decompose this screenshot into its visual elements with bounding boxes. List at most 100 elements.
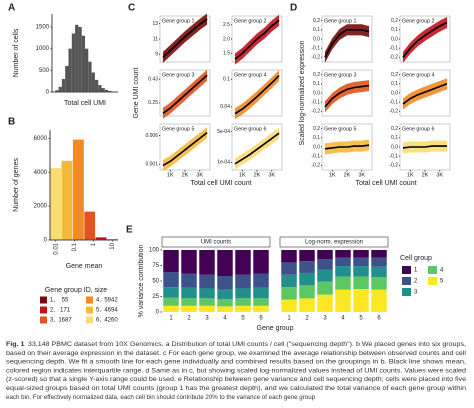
caption-text: equal-sized groups based on total UMI co… xyxy=(6,385,467,392)
bar-segment xyxy=(217,250,233,277)
x-tick-label: 3 xyxy=(323,316,327,322)
strip-title: UMI counts xyxy=(201,240,231,246)
bar-segment xyxy=(217,276,233,290)
y-tick-label: 0.006 xyxy=(145,133,158,139)
bar xyxy=(58,86,62,92)
bar-segment xyxy=(317,250,333,260)
panel-title: Gene group 5 xyxy=(162,126,194,132)
caption-line: Fig. 1 33,148 PBMC dataset from 10X Genom… xyxy=(6,341,466,348)
y-tick-label: -0,1 xyxy=(311,154,320,160)
bar-segment xyxy=(317,269,333,282)
bar xyxy=(61,160,73,241)
x-axis-label: Total cell UMI count xyxy=(355,180,416,187)
bar-segment xyxy=(235,250,251,275)
bar-segment xyxy=(253,287,269,299)
bar xyxy=(98,85,102,92)
caption-text: 33,148 PBMC dataset from 10X Genomics. a… xyxy=(28,341,466,348)
panel-title: Gene group 5 xyxy=(324,126,356,132)
legend-label: 3 xyxy=(414,290,418,296)
y-axis-label: Scaled log-normalized expression xyxy=(299,40,306,145)
bar-segment xyxy=(217,289,233,299)
y-tick-label: -0,2 xyxy=(389,109,398,115)
x-tick-label: 6 xyxy=(377,316,381,322)
bar xyxy=(108,90,112,92)
x-tick-label: 5 xyxy=(241,316,245,322)
y-tick-label: 100 xyxy=(149,248,160,254)
bar-segment xyxy=(199,288,215,299)
y-tick-label: -0,1 xyxy=(311,100,320,106)
y-tick-label: 0,1 xyxy=(313,135,320,141)
y-tick-label: 0 xyxy=(46,90,50,96)
x-tick-label: 5 xyxy=(359,316,363,322)
bar-segment xyxy=(335,250,351,258)
x-tick-label: 1 xyxy=(91,242,97,246)
y-axis-label: Gene UMI count xyxy=(133,67,140,118)
mean-line xyxy=(324,28,370,58)
panel-title: Gene group 4 xyxy=(402,72,434,78)
legend-swatch xyxy=(40,306,47,314)
bar xyxy=(65,66,69,92)
y-tick-label: -0,2 xyxy=(311,163,320,169)
y-tick-label: 0,2 xyxy=(313,18,320,24)
bar xyxy=(49,167,62,241)
x-tick-label: 3K xyxy=(358,172,365,178)
y-tick-label: 0,2 xyxy=(391,18,398,24)
bar xyxy=(71,33,76,92)
bar xyxy=(68,48,72,92)
bar-segment xyxy=(235,298,251,306)
y-tick-label: 2.5 xyxy=(223,22,230,28)
x-tick-label: 1K xyxy=(407,172,414,178)
caption-text: each bin. For effectively normalized dat… xyxy=(6,393,316,400)
y-tick-label: 0,1 xyxy=(391,81,398,87)
bar-segment xyxy=(181,273,197,288)
x-axis-label: Gene group xyxy=(257,325,294,332)
panel-label: A xyxy=(8,3,15,14)
bar-segment xyxy=(335,266,351,277)
iqr-band xyxy=(324,80,370,113)
y-tick-label: 13 xyxy=(152,21,158,27)
y-tick-label: 4000 xyxy=(34,170,48,176)
bar-segment xyxy=(371,257,387,267)
bar-segment xyxy=(317,281,333,295)
bar-segment xyxy=(163,297,179,306)
bar-segment xyxy=(371,289,387,312)
bar xyxy=(88,61,92,92)
x-tick-label: 4 xyxy=(223,316,227,322)
bar-segment xyxy=(353,257,369,267)
x-tick-label: 1K xyxy=(239,172,246,178)
bar-segment xyxy=(253,250,269,274)
bar-segment xyxy=(335,257,351,267)
legend-label: 1, 55 xyxy=(50,298,69,304)
panel-title: Gene group 6 xyxy=(234,126,266,132)
caption-line: sequencing depth. We fit a smooth line f… xyxy=(6,358,466,365)
y-tick-label: 0 xyxy=(44,238,48,244)
y-tick-label: 2000 xyxy=(34,204,48,210)
caption-line: (z-scored) so that a single Y-axis range… xyxy=(6,376,467,383)
iqr-band xyxy=(162,13,208,63)
x-tick-label: 4 xyxy=(341,316,345,322)
y-tick-label: 1e-04 xyxy=(217,160,230,166)
y-tick-label: 5e-04 xyxy=(217,129,230,135)
bar xyxy=(83,211,96,241)
y-tick-label: -0,1 xyxy=(389,154,398,160)
mean-line xyxy=(162,131,208,167)
legend-swatch xyxy=(86,296,93,304)
y-tick-label: 0,2 xyxy=(391,126,398,132)
x-axis-label: Total cell UMI count xyxy=(190,180,251,187)
x-axis-label: Total cell UMI xyxy=(64,100,106,107)
y-tick-label: 0,1 xyxy=(313,27,320,33)
y-tick-label: 0.43 xyxy=(148,77,158,83)
bar xyxy=(81,35,85,92)
y-tick-label: 0,0 xyxy=(313,144,320,150)
panel-label: B xyxy=(8,117,15,128)
bar-segment xyxy=(317,259,333,270)
x-tick-label: 10 xyxy=(110,242,116,249)
legend-swatch xyxy=(402,277,411,285)
y-tick-label: 1000 xyxy=(36,46,50,52)
bar-segment xyxy=(235,274,251,289)
y-tick-label: 0.001 xyxy=(145,162,158,168)
strip-title: Log-norm. expression xyxy=(305,240,363,246)
bar-segment xyxy=(281,262,297,275)
bar xyxy=(72,139,85,241)
legend-label: 4, 5942 xyxy=(96,298,118,304)
